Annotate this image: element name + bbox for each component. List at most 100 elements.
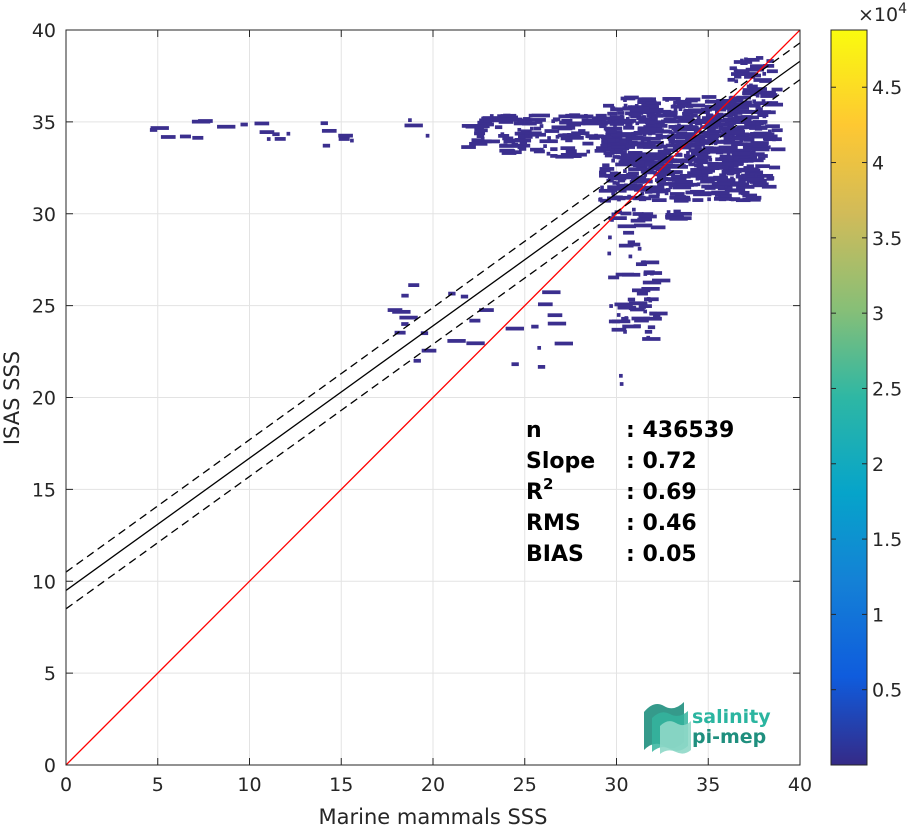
density-cell (727, 77, 735, 82)
density-cell (474, 131, 486, 136)
density-cell (668, 139, 687, 144)
density-cell (668, 130, 673, 134)
density-cell (736, 172, 740, 177)
density-cell (662, 113, 678, 118)
line-fit-lower (66, 79, 800, 610)
density-cell (624, 175, 640, 180)
density-cell (686, 156, 690, 160)
density-cell (425, 133, 430, 138)
density-cell (350, 138, 354, 143)
density-cell (628, 167, 640, 172)
density-cell (702, 176, 721, 181)
density-cell (655, 113, 660, 118)
line-fit-upper (66, 42, 800, 573)
density-cell (693, 159, 698, 164)
density-cell (604, 174, 620, 178)
stat-label: n (526, 418, 542, 443)
density-cell (688, 148, 704, 153)
density-cell (707, 161, 719, 166)
density-cell (560, 152, 576, 157)
density-cell (614, 119, 630, 123)
density-cell (666, 213, 671, 218)
density-cell (609, 171, 621, 176)
density-cell (547, 321, 567, 326)
density-cell (619, 195, 635, 200)
density-cell (634, 318, 649, 323)
density-cell (702, 174, 706, 179)
density-cell (604, 127, 609, 132)
density-cell (643, 316, 662, 321)
density-cell (714, 162, 734, 167)
density-cell (685, 190, 704, 195)
density-cell (623, 153, 639, 158)
density-cell (734, 136, 753, 141)
density-cell (641, 286, 660, 291)
density-cell (648, 194, 660, 199)
density-cell (668, 183, 677, 188)
density-cell (680, 140, 689, 144)
density-cell (762, 134, 778, 139)
density-cell (644, 329, 653, 334)
density-cell (600, 143, 608, 148)
density-cell (695, 118, 715, 123)
density-cell (500, 132, 505, 137)
density-cell (746, 84, 758, 89)
density-cell (649, 140, 664, 145)
density-cell (701, 169, 713, 174)
density-cell (766, 176, 774, 181)
density-cell (599, 170, 607, 175)
density-cell (711, 119, 720, 124)
density-cell (721, 113, 733, 118)
density-cell (615, 272, 635, 277)
density-cell (598, 197, 603, 202)
density-cell (670, 104, 686, 109)
density-cell (749, 64, 765, 69)
density-cell (609, 304, 613, 308)
density-cell (605, 129, 617, 134)
density-cell (628, 112, 640, 117)
density-cell (531, 132, 547, 137)
density-cell (622, 324, 641, 329)
density-cell (749, 103, 761, 108)
density-cell (601, 120, 613, 124)
density-cell (762, 136, 771, 141)
density-cell (730, 197, 735, 202)
density-cell (701, 166, 720, 171)
density-cell (567, 133, 571, 137)
density-cell (486, 122, 494, 127)
density-cell (550, 147, 558, 152)
density-cell (609, 111, 618, 116)
density-cell (625, 185, 633, 190)
density-cell (704, 99, 724, 104)
density-cell (750, 67, 762, 72)
density-cell (643, 103, 659, 108)
density-cell (696, 182, 701, 187)
density-cell (649, 187, 665, 192)
density-cell (727, 120, 746, 124)
density-cell (651, 278, 671, 283)
x-tick-label: 0 (60, 774, 72, 796)
density-cell (637, 217, 652, 222)
density-cell (616, 181, 620, 186)
density-cell (771, 128, 783, 133)
density-cell (460, 294, 469, 299)
density-cell (629, 180, 645, 184)
density-cell (691, 170, 711, 175)
density-cell (736, 185, 755, 189)
density-cell (690, 103, 706, 108)
density-cell (620, 152, 625, 157)
density-cell (723, 136, 735, 141)
density-cell (693, 151, 701, 155)
density-cell (708, 132, 720, 137)
density-cell (744, 90, 763, 94)
density-cell (729, 197, 741, 201)
density-cell (752, 110, 771, 114)
y-tick-label: 0 (44, 755, 56, 777)
density-cell (728, 96, 744, 101)
density-cell (707, 136, 719, 141)
density-cell (707, 197, 711, 202)
density-cell (617, 197, 621, 202)
density-cell (511, 141, 516, 146)
density-cell (732, 182, 737, 187)
density-cell (517, 127, 522, 132)
